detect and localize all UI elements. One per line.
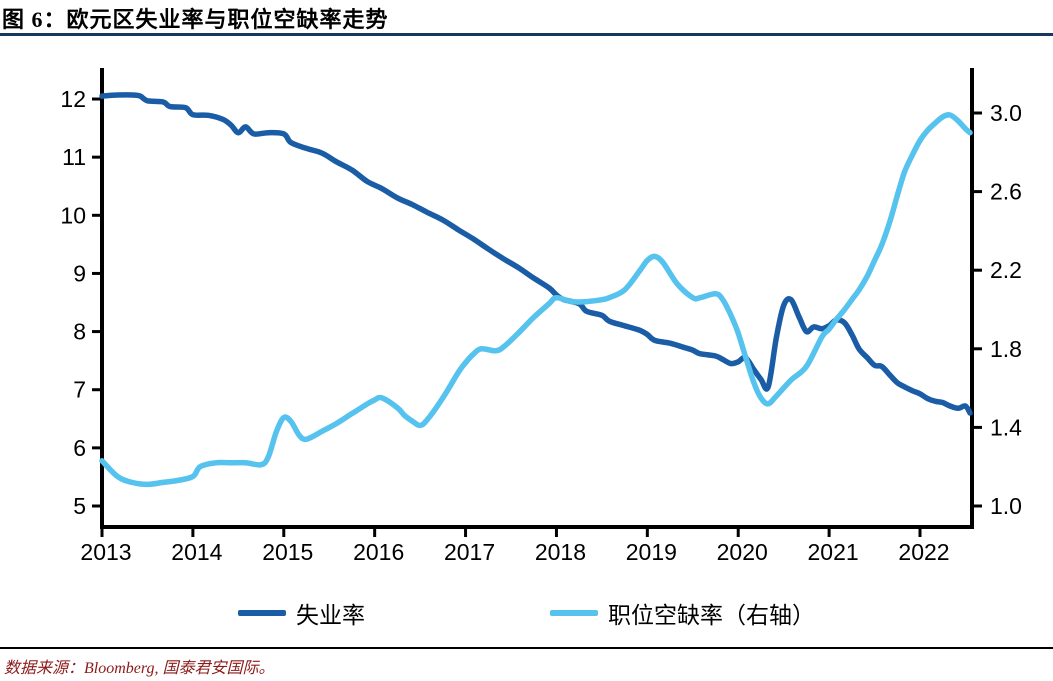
left-axis-tick-label: 10 [60, 202, 86, 228]
left-axis-tick-label: 8 [73, 319, 86, 345]
legend-label-unemployment: 失业率 [296, 603, 365, 628]
left-axis-tick-label: 11 [62, 144, 86, 170]
x-axis-tick-label: 2015 [262, 539, 313, 565]
unemployment-line [99, 92, 973, 416]
chart-legend: 失业率 职位空缺率（右轴） [0, 596, 1053, 630]
unemployment-line-swatch [238, 610, 286, 616]
right-axis-tick-label: 1.4 [990, 414, 1022, 440]
left-axis-tick-label: 6 [73, 435, 86, 461]
vacancy-line [99, 112, 973, 488]
x-axis-tick-label: 2017 [444, 539, 495, 565]
vacancy-line-swatch [550, 610, 598, 616]
left-axis-tick-label: 7 [73, 377, 86, 403]
right-axis-tick-label: 1.0 [990, 493, 1022, 519]
footer-separator [0, 647, 1053, 649]
x-axis-tick-label: 2018 [535, 539, 586, 565]
left-axis-tick-label: 9 [73, 260, 86, 286]
title-underline [0, 33, 1053, 36]
legend-item-vacancy: 职位空缺率（右轴） [550, 596, 815, 630]
legend-item-unemployment: 失业率 [238, 596, 365, 630]
data-source-text: 数据来源：Bloomberg, 国泰君安国际。 [4, 660, 275, 677]
right-axis-tick-label: 3.0 [990, 100, 1022, 126]
legend-label-vacancy: 职位空缺率（右轴） [608, 603, 815, 628]
x-axis-tick-label: 2013 [80, 539, 131, 565]
right-axis-tick-label: 2.6 [990, 179, 1022, 205]
left-axis-tick-label: 12 [60, 86, 86, 112]
x-axis-tick-label: 2020 [717, 539, 768, 565]
x-axis-tick-label: 2019 [626, 539, 677, 565]
x-axis-tick-label: 2021 [808, 539, 859, 565]
right-axis-tick-label: 2.2 [990, 257, 1022, 283]
right-axis-tick-label: 1.8 [990, 336, 1022, 362]
x-axis-tick-label: 2016 [353, 539, 404, 565]
chart-title-text: 图 6：欧元区失业率与职位空缺率走势 [2, 7, 389, 32]
x-axis-tick-label: 2014 [171, 539, 222, 565]
left-axis-tick-label: 5 [73, 493, 86, 519]
chart-title: 图 6：欧元区失业率与职位空缺率走势 [2, 2, 1051, 34]
x-axis-tick-label: 2022 [898, 539, 949, 565]
